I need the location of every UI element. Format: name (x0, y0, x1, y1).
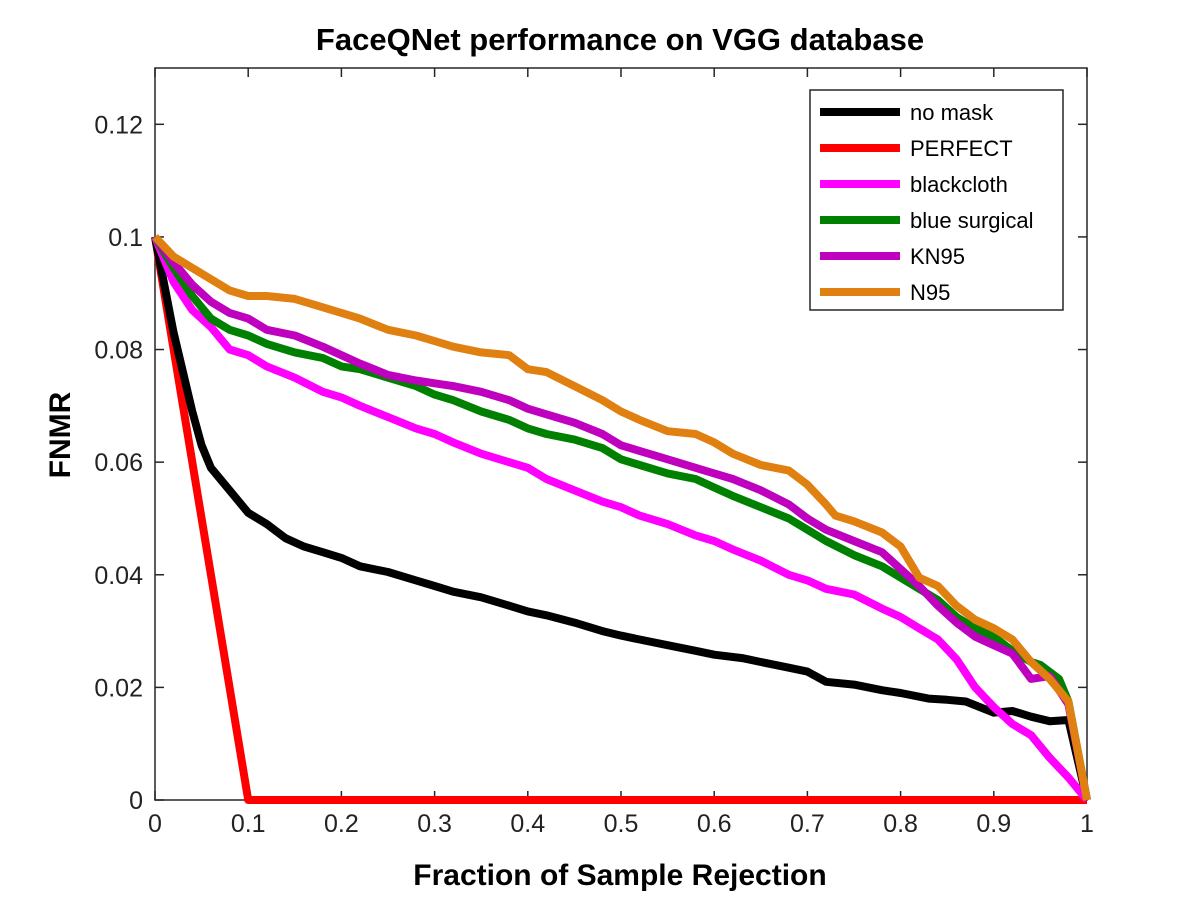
x-axis-label: Fraction of Sample Rejection (413, 859, 826, 892)
y-tick-label: 0.02 (94, 674, 143, 702)
y-tick-label: 0.06 (94, 449, 143, 477)
legend-label-kn95: KN95 (910, 244, 965, 269)
series-line-n95 (152, 234, 1091, 801)
x-tick-label: 0.1 (231, 810, 266, 838)
legend: no mask PERFECT blackcloth blue surgical KN9… (809, 89, 1064, 311)
x-tick-label: 0.6 (697, 810, 732, 838)
x-tick-label: 1 (1080, 810, 1094, 838)
y-tick-label: 0.08 (94, 337, 143, 365)
y-tick-label: 0.04 (94, 562, 143, 590)
legend-label-blackcloth: blackcloth (910, 172, 1008, 197)
series-line-blue-surgical (151, 234, 1091, 801)
x-tick-label: 0.4 (510, 810, 545, 838)
legend-label-blue-surgical: blue surgical (910, 208, 1034, 233)
y-axis-label: FNMR (44, 391, 77, 478)
series-line-perfect (151, 236, 1087, 804)
x-tick-label: 0.7 (790, 810, 825, 838)
legend-label-perfect: PERFECT (910, 136, 1013, 161)
series-group (151, 234, 1091, 804)
series-line-blackcloth (151, 235, 1091, 803)
x-tick-label: 0.2 (324, 810, 359, 838)
axes: 0 0.1 0.2 0.3 0.4 0.5 0.6 0.7 0.8 0.9 1 0 0.02 0.04 0.… (94, 67, 1094, 838)
series-line-no-mask (151, 236, 1091, 801)
x-tick-label: 0.8 (883, 810, 918, 838)
y-tick-label: 0.1 (108, 224, 143, 252)
legend-label-no-mask: no mask (910, 100, 994, 125)
x-tick-label: 0 (148, 810, 162, 838)
y-tick-label: 0.12 (94, 111, 143, 139)
legend-label-n95: N95 (910, 280, 950, 305)
y-tick-label: 0 (129, 787, 143, 815)
x-tick-label: 0.3 (417, 810, 452, 838)
legend-box (809, 89, 1064, 311)
x-tick-label: 0.5 (604, 810, 639, 838)
series-line-kn95 (151, 234, 1091, 801)
chart-title: FaceQNet performance on VGG database (316, 22, 924, 57)
x-tick-label: 0.9 (976, 810, 1011, 838)
